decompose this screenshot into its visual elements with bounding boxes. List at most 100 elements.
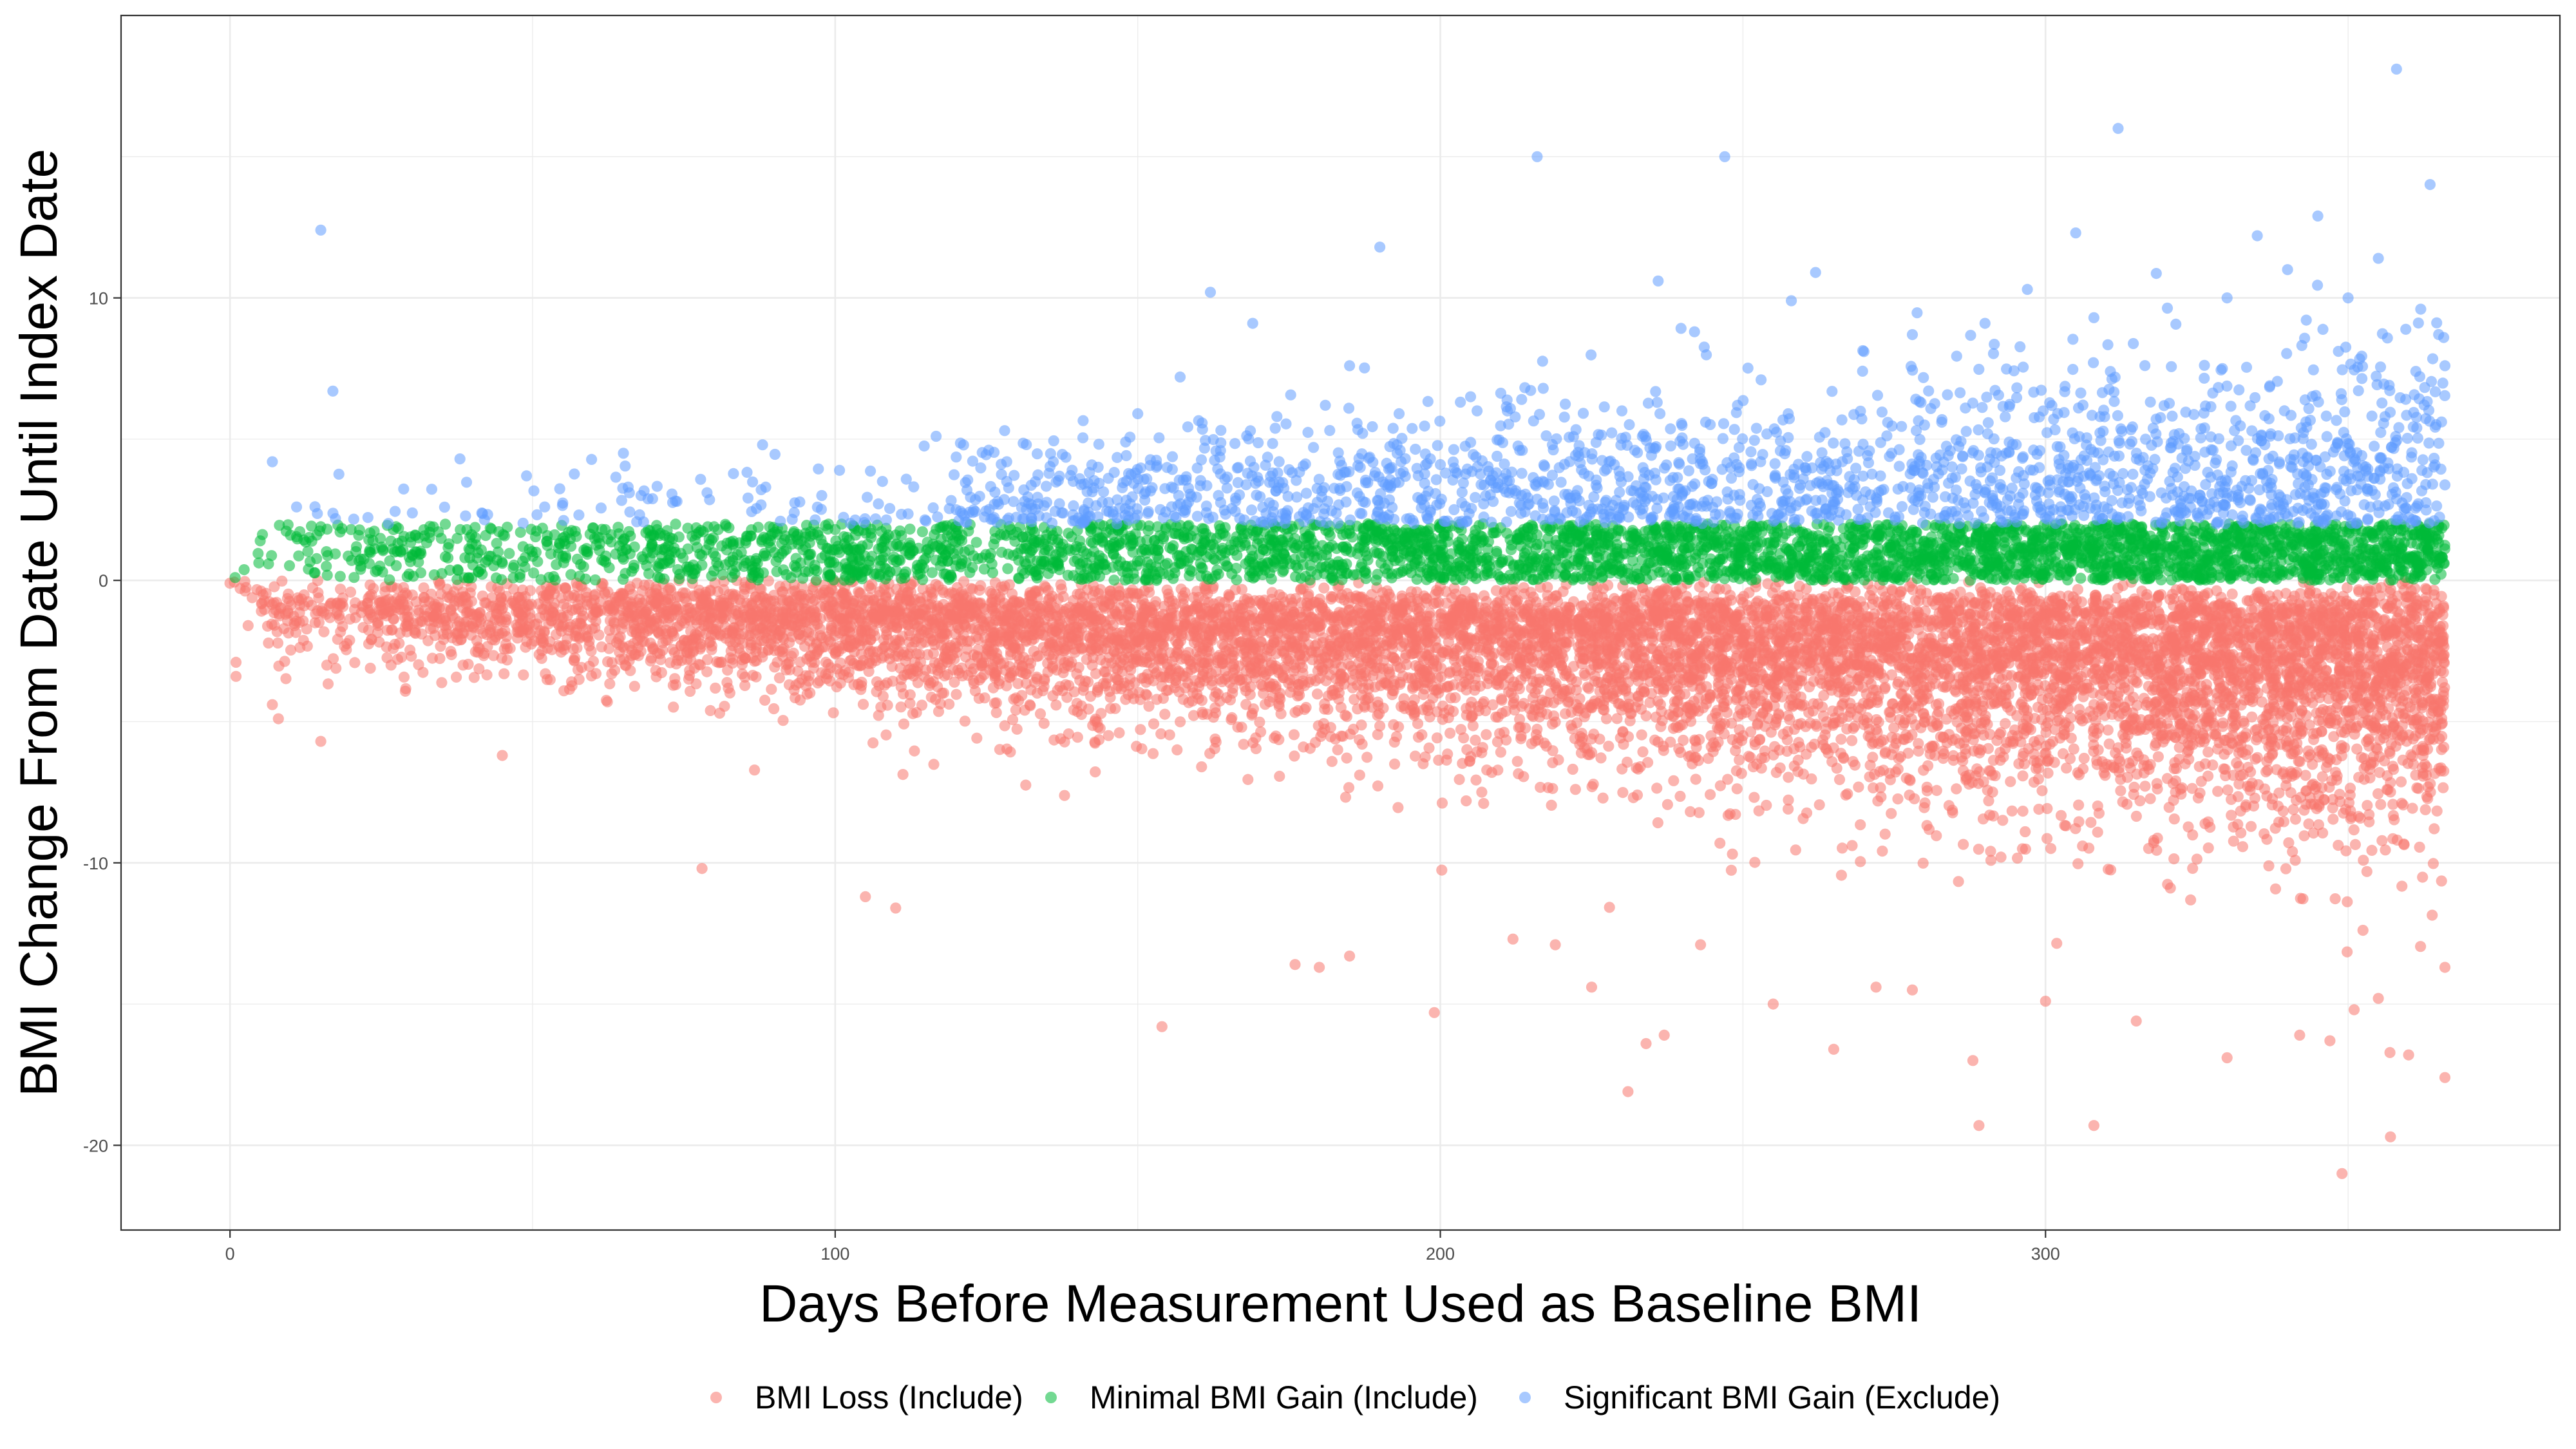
point-bmi-loss [1958,838,1969,850]
point-bmi-loss [2327,813,2339,825]
point-bmi-loss [1511,755,1523,767]
point-bmi-loss [1730,765,1742,777]
point-bmi-loss [1372,780,1384,791]
point-bmi-loss [1389,758,1401,770]
point-bmi-loss [1835,869,1847,881]
point-bmi-loss [1055,579,1066,591]
point-bmi-loss [1756,762,1767,774]
point-bmi-loss [710,682,721,694]
point-bmi-loss [1790,844,1801,856]
point-bmi-loss [670,679,681,690]
point-bmi-loss [1193,693,1204,705]
point-bmi-loss [417,667,429,678]
point-bmi-loss [721,677,733,688]
point-bmi-loss [959,715,971,727]
point-bmi-loss [1783,772,1794,783]
point-bmi-loss [2193,761,2205,772]
point-bmi-loss [1113,727,1125,739]
point-bmi-loss [2389,814,2400,826]
point-bmi-loss [1678,734,1689,746]
point-bmi-loss [2049,724,2061,735]
point-bmi-loss [1531,723,1543,735]
point-bmi-loss [857,699,869,710]
point-bmi-loss [1560,708,1571,719]
point-bmi-loss [1902,748,1914,759]
point-bmi-loss [498,668,510,679]
point-bmi-loss [2289,855,2301,866]
point-bmi-loss [1288,729,1300,741]
series-0 [224,574,2451,1179]
point-bmi-loss [1753,805,1765,817]
point-bmi-loss [1498,726,1510,738]
point-bmi-loss [1904,773,1915,786]
point-bmi-loss [2187,713,2199,724]
point-bmi-loss [473,663,485,675]
point-bmi-loss [2092,800,2103,812]
point-bmi-loss [604,678,616,690]
point-bmi-loss [1535,782,1546,793]
point-bmi-loss [2342,896,2353,907]
point-bmi-loss [2342,946,2353,958]
point-bmi-loss [2357,925,2369,936]
point-bmi-loss [481,669,493,681]
point-bmi-loss [2191,853,2202,865]
point-bmi-loss [1254,716,1265,728]
point-bmi-loss [1312,688,1323,700]
point-bmi-loss [1196,761,1208,773]
point-bmi-loss [1995,851,2007,863]
point-bmi-loss [2342,582,2353,594]
point-bmi-loss [318,626,330,638]
point-bmi-loss [2051,938,2063,949]
point-bmi-loss [1071,668,1083,680]
point-bmi-loss [1495,746,1506,758]
point-bmi-loss [2361,866,2372,877]
point-bmi-loss [2005,776,2016,788]
point-bmi-loss [1720,583,1732,595]
point-bmi-loss [990,706,1002,719]
point-bmi-loss [1103,730,1114,741]
point-bmi-loss [1147,748,1159,759]
point-bmi-loss [1007,714,1019,726]
point-bmi-loss [2289,813,2302,825]
point-bmi-loss [2316,771,2328,782]
point-bmi-loss [759,694,771,706]
point-bmi-loss [1953,876,1964,887]
point-bmi-loss [2199,818,2211,829]
point-bmi-loss [276,575,288,587]
point-bmi-loss [2427,858,2439,869]
point-bmi-loss [2006,805,2018,817]
point-bmi-loss [2139,781,2151,792]
point-bmi-loss [820,656,831,668]
point-bmi-loss [1892,793,1904,805]
point-bmi-loss [280,673,292,685]
point-bmi-loss [739,679,751,692]
point-bmi-loss [247,592,258,603]
point-bmi-loss [1846,735,1858,746]
point-bmi-loss [951,688,962,700]
point-bmi-loss [1020,779,1032,791]
point-bmi-loss [1604,902,1615,913]
point-bmi-loss [2263,860,2275,872]
point-bmi-loss [2249,753,2261,765]
point-bmi-loss [1392,802,1404,813]
point-bmi-loss [2151,778,2163,790]
point-bmi-loss [2431,805,2443,817]
point-bmi-loss [2092,826,2103,838]
point-bmi-loss [1436,797,1448,809]
point-bmi-loss [749,764,761,776]
point-bmi-loss [2438,741,2450,753]
point-bmi-loss [656,667,667,679]
point-bmi-loss [1973,844,1984,855]
data-points [224,63,2451,1179]
point-bmi-loss [410,627,421,639]
point-bmi-loss [867,737,879,749]
point-bmi-loss [1833,773,1846,786]
point-bmi-loss [2187,862,2199,874]
point-bmi-loss [1390,731,1403,743]
point-bmi-loss [629,681,641,692]
point-bmi-loss [585,645,597,657]
point-bmi-loss [897,769,909,781]
point-bmi-loss [436,677,448,688]
point-bmi-loss [2036,785,2048,797]
